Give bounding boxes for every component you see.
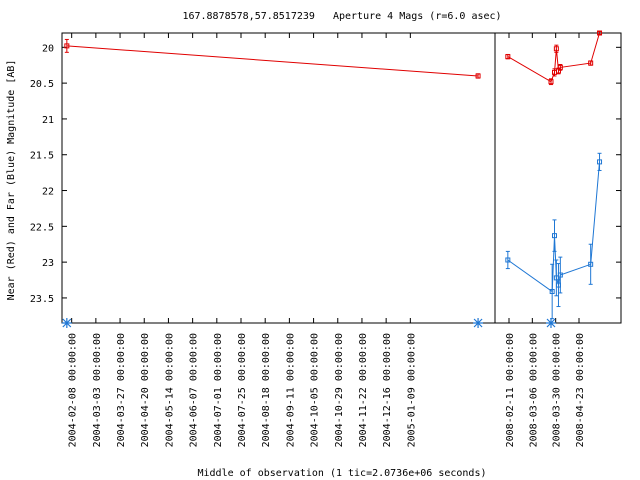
y-tick-label: 23.5	[30, 294, 54, 305]
x-tick-label: 2004-09-11 00:00:00	[285, 333, 296, 447]
blue-series-line	[507, 161, 600, 293]
x-tick-label: 2004-11-22 00:00:00	[358, 333, 369, 447]
blue-point	[549, 288, 555, 294]
red-point	[553, 46, 559, 52]
y-tick-label: 20.5	[30, 79, 54, 90]
blue-point	[505, 257, 511, 263]
red-series-line	[66, 45, 479, 77]
y-tick-label: 21.5	[30, 151, 54, 162]
red-point	[588, 60, 594, 66]
y-tick-label: 23	[42, 258, 54, 269]
x-tick-label: 2004-12-16 00:00:00	[382, 333, 393, 447]
x-tick-label: 2008-02-11 00:00:00	[505, 333, 516, 447]
x-tick-label: 2008-03-06 00:00:00	[528, 333, 539, 447]
y-tick-label: 22.5	[30, 222, 54, 233]
blue-point	[597, 159, 603, 165]
x-axis-label: Middle of observation (1 tic=2.0736e+06 …	[198, 468, 487, 479]
x-tick-label: 2004-10-05 00:00:00	[310, 333, 321, 447]
blue-point	[552, 233, 557, 239]
x-tick-label: 2004-10-29 00:00:00	[334, 333, 345, 447]
x-tick-label: 2004-03-03 00:00:00	[92, 333, 103, 447]
red-point	[548, 79, 554, 85]
plot-area: 20 20.5 21 21.5 22 22.5 23 23.5 2004-02-08 00:00…	[30, 30, 622, 447]
y-tick-label: 21	[42, 115, 54, 126]
red-point	[64, 43, 70, 49]
y-tick-label: 20	[42, 43, 54, 54]
x-tick-label: 2004-05-14 00:00:00	[164, 333, 175, 447]
asterisk-marker	[546, 318, 556, 328]
plot-frame	[61, 32, 622, 324]
red-point	[557, 64, 563, 70]
x-tick-label: 2004-06-07 00:00:00	[189, 333, 200, 447]
y-tick-label: 22	[42, 187, 54, 198]
x-tick-label: 2004-08-18 00:00:00	[261, 333, 272, 447]
chart-title: 167.8878578,57.8517239 Aperture 4 Mags (…	[182, 11, 501, 22]
x-tick-label: 2008-03-30 00:00:00	[552, 333, 563, 447]
x-tick-label: 2005-01-09 00:00:00	[406, 333, 417, 447]
x-tick-label: 2008-04-23 00:00:00	[575, 333, 586, 447]
blue-point	[557, 272, 563, 278]
asterisk-marker	[61, 318, 72, 328]
x-tick-label: 2004-02-08 00:00:00	[68, 333, 79, 447]
x-tick-label: 2004-07-01 00:00:00	[213, 333, 224, 447]
x-tick-label: 2004-03-27 00:00:00	[116, 333, 127, 447]
red-point	[505, 54, 511, 60]
red-point	[597, 30, 603, 36]
x-tick-label: 2004-04-20 00:00:00	[140, 333, 151, 447]
y-axis-label: Near (Red) and Far (Blue) Magnitude [AB]	[6, 60, 17, 301]
asterisk-marker	[473, 318, 484, 328]
blue-point	[588, 261, 594, 267]
x-tick-label: 2004-07-25 00:00:00	[237, 333, 248, 447]
red-point	[475, 73, 481, 79]
